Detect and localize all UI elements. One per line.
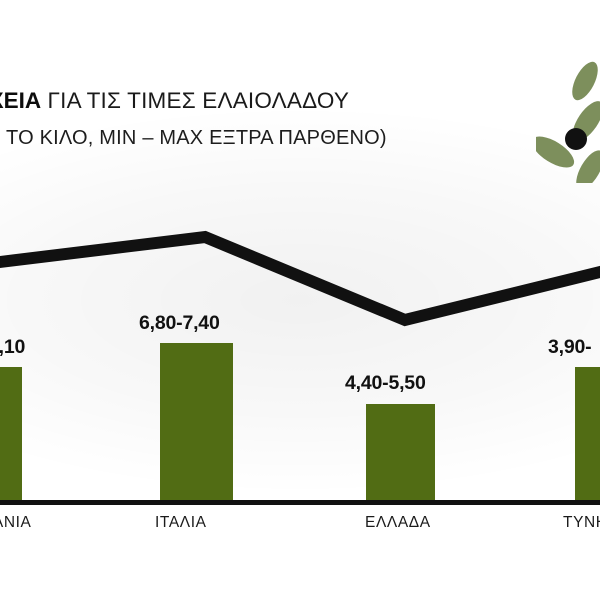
page-title: ΣΤΟΙΧΕΙΑ ΓΙΑ ΤΙΣ ΤΙΜΕΣ ΕΛΑΙΟΛΑΔΟΥ [0, 86, 528, 116]
page-subtitle: (ΕΥΡΩ ΤΟ ΚΙΛΟ, ΜΙΝ – ΜΑΧ ΕΞΤΡΑ ΠΑΡΘΕΝΟ) [0, 127, 387, 149]
category-label-ΤΥΝΗΣΙΑ: ΤΥΝΗΣΙΑ [563, 514, 600, 531]
chart-header: ΣΤΟΙΧΕΙΑ ΓΙΑ ΤΙΣ ΤΙΜΕΣ ΕΛΑΙΟΛΑΔΟΥ (ΕΥΡΩ … [0, 86, 528, 151]
bar-ellada [366, 404, 435, 502]
category-label-ΙΤΑΛΙΑ: ΙΤΑΛΙΑ [155, 514, 207, 531]
bar-ellada-value-label: 4,40-5,50 [345, 372, 426, 394]
bar-ispania [0, 367, 22, 502]
category-label-ΕΛΛΑΔΑ: ΕΛΛΑΔΑ [365, 514, 431, 531]
bar-italia-value-label: 6,80-7,40 [139, 312, 220, 334]
bar-italia [160, 343, 233, 502]
bar-tynisia-value-label: 3,90- [548, 336, 592, 358]
olive-fruit-icon [565, 128, 587, 150]
category-label-ΙΣΠΑΝΙΑ: ΙΣΠΑΝΙΑ [0, 514, 32, 531]
olive-leaves [531, 61, 600, 190]
bar-tynisia [575, 367, 600, 502]
olive-branch-logo [531, 58, 600, 190]
page-title-emphasis: ΣΤΟΙΧΕΙΑ [0, 88, 42, 113]
x-axis-baseline [0, 500, 600, 505]
bar-ispania-value-label: 5,10 [0, 336, 26, 358]
trend-line [0, 230, 600, 327]
page-title-rest: ΓΙΑ ΤΙΣ ΤΙΜΕΣ ΕΛΑΙΟΛΑΔΟΥ [41, 88, 350, 113]
olive-branch-icon [531, 61, 600, 190]
